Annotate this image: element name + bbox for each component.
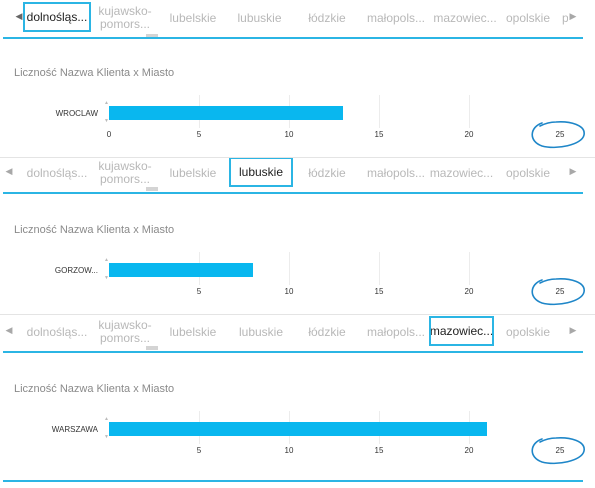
- axis-scroll-marker: ▼: [104, 275, 109, 281]
- x-tick-label: 20: [464, 130, 474, 139]
- slicer-tab-4[interactable]: lubuskie: [229, 157, 293, 187]
- divider: [0, 314, 595, 315]
- gridline: [289, 252, 290, 285]
- x-tick-label: 5: [196, 130, 202, 139]
- slicer-tab-5[interactable]: łódzkie: [308, 324, 346, 339]
- x-tick-label: 20: [464, 287, 474, 296]
- scroll-right-arrow-icon[interactable]: ▶: [569, 11, 577, 21]
- slicer-tab-3[interactable]: lubelskie: [169, 165, 217, 180]
- gridline: [379, 252, 380, 285]
- panel-bottom-line: [3, 480, 583, 482]
- scroll-right-arrow-icon[interactable]: ▶: [569, 325, 577, 335]
- slicer-panel-3: ◀ dolnośląs... kujawsko-pomors... lubelskie…: [0, 316, 595, 488]
- x-tick-label: 15: [374, 287, 384, 296]
- slicer-underline: [3, 192, 583, 194]
- bar-category-label: WROCLAW: [55, 109, 98, 118]
- slicer-tab-1[interactable]: dolnośląs...: [26, 165, 88, 180]
- slicer-panel-1: ◀ dolnośląs... kujawsko-pomors... lubelskie…: [0, 0, 595, 157]
- bar[interactable]: [109, 106, 343, 120]
- slicer-tab-row: ◀ dolnośląs... kujawsko-pomors... lubelskie…: [0, 157, 595, 191]
- bar[interactable]: [109, 263, 253, 277]
- x-tick-label: 15: [374, 130, 384, 139]
- scrollbar-thumb[interactable]: [146, 187, 158, 191]
- slicer-tab-label-line: kujawsko-: [98, 4, 152, 18]
- x-tick-label: 10: [284, 130, 294, 139]
- slicer-tab-1[interactable]: dolnośląs...: [26, 324, 88, 339]
- slicer-tab-label-line: pomors...: [99, 172, 150, 186]
- x-tick-label: 15: [374, 446, 384, 455]
- scrollbar-thumb[interactable]: [146, 34, 158, 38]
- slicer-tab-label-line: kujawsko-: [98, 318, 152, 332]
- slicer-tab-row: ◀ dolnośląs... kujawsko-pomors... lubelskie…: [0, 2, 595, 36]
- gridline: [469, 95, 470, 128]
- slicer-tab-3[interactable]: lubelskie: [169, 10, 217, 25]
- scrollbar-thumb[interactable]: [146, 346, 158, 350]
- scroll-left-arrow-icon[interactable]: ◀: [5, 166, 13, 176]
- scroll-right-arrow-icon[interactable]: ▶: [569, 166, 577, 176]
- x-tick-label: 0: [106, 130, 112, 139]
- bar-category-label: WARSZAWA: [51, 425, 98, 434]
- divider: [0, 157, 595, 158]
- slicer-underline: [3, 37, 583, 39]
- axis-scroll-marker: ▲: [104, 416, 109, 422]
- scroll-left-arrow-icon[interactable]: ◀: [5, 325, 13, 335]
- slicer-tab-label-line: pomors...: [99, 331, 150, 345]
- x-tick-label: 25: [555, 287, 565, 296]
- chart-title: Liczność Nazwa Klienta x Miasto: [14, 67, 175, 79]
- slicer-tab-1[interactable]: dolnośląs...: [23, 2, 91, 32]
- axis-scroll-marker: ▲: [104, 257, 109, 263]
- chart-title: Liczność Nazwa Klienta x Miasto: [14, 224, 175, 236]
- slicer-panel-2: ◀ dolnośląs... kujawsko-pomors... lubelskie…: [0, 157, 595, 314]
- slicer-tab-2[interactable]: kujawsko-pomors...: [96, 316, 154, 348]
- slicer-tab-8[interactable]: opolskie: [505, 324, 551, 339]
- slicer-tab-8[interactable]: opolskie: [505, 10, 551, 25]
- slicer-tab-5[interactable]: łódzkie: [308, 165, 346, 180]
- slicer-tab-label-line: pomors...: [99, 17, 150, 31]
- axis-scroll-marker: ▼: [104, 434, 109, 440]
- slicer-underline: [3, 351, 583, 353]
- x-tick-label: 10: [284, 287, 294, 296]
- slicer-tab-7[interactable]: mazowiec...: [429, 316, 494, 346]
- axis-scroll-marker: ▼: [104, 118, 109, 124]
- slicer-tab-8[interactable]: opolskie: [505, 165, 551, 180]
- axis-scroll-marker: ▲: [104, 100, 109, 106]
- x-tick-label: 25: [555, 130, 565, 139]
- gridline: [379, 95, 380, 128]
- scroll-left-arrow-icon[interactable]: ◀: [15, 11, 23, 21]
- chart-title: Liczność Nazwa Klienta x Miasto: [14, 383, 175, 395]
- x-tick-label: 20: [464, 446, 474, 455]
- slicer-tab-6[interactable]: małopols...: [366, 324, 426, 339]
- x-tick-label: 5: [196, 287, 202, 296]
- x-tick-label: 25: [555, 446, 565, 455]
- slicer-tab-6[interactable]: małopols...: [366, 10, 426, 25]
- slicer-tab-6[interactable]: małopols...: [366, 165, 426, 180]
- slicer-tab-9[interactable]: p: [562, 10, 568, 25]
- slicer-tab-5[interactable]: łódzkie: [308, 10, 346, 25]
- bar-category-label: GORZOW...: [54, 266, 98, 275]
- slicer-tab-label-line: kujawsko-: [98, 159, 152, 173]
- slicer-tab-2[interactable]: kujawsko-pomors...: [96, 2, 154, 34]
- slicer-tab-4[interactable]: lubuskie: [237, 10, 282, 25]
- slicer-tab-4[interactable]: lubuskie: [238, 324, 284, 339]
- slicer-tab-3[interactable]: lubelskie: [169, 324, 217, 339]
- x-tick-label: 10: [284, 446, 294, 455]
- slicer-tab-row: ◀ dolnośląs... kujawsko-pomors... lubelskie…: [0, 316, 595, 350]
- slicer-tab-7[interactable]: mazowiec...: [434, 10, 496, 25]
- slicer-tab-7[interactable]: mazowiec...: [429, 165, 494, 180]
- bar[interactable]: [109, 422, 487, 436]
- x-tick-label: 5: [196, 446, 202, 455]
- slicer-tab-2[interactable]: kujawsko-pomors...: [96, 157, 154, 189]
- gridline: [469, 252, 470, 285]
